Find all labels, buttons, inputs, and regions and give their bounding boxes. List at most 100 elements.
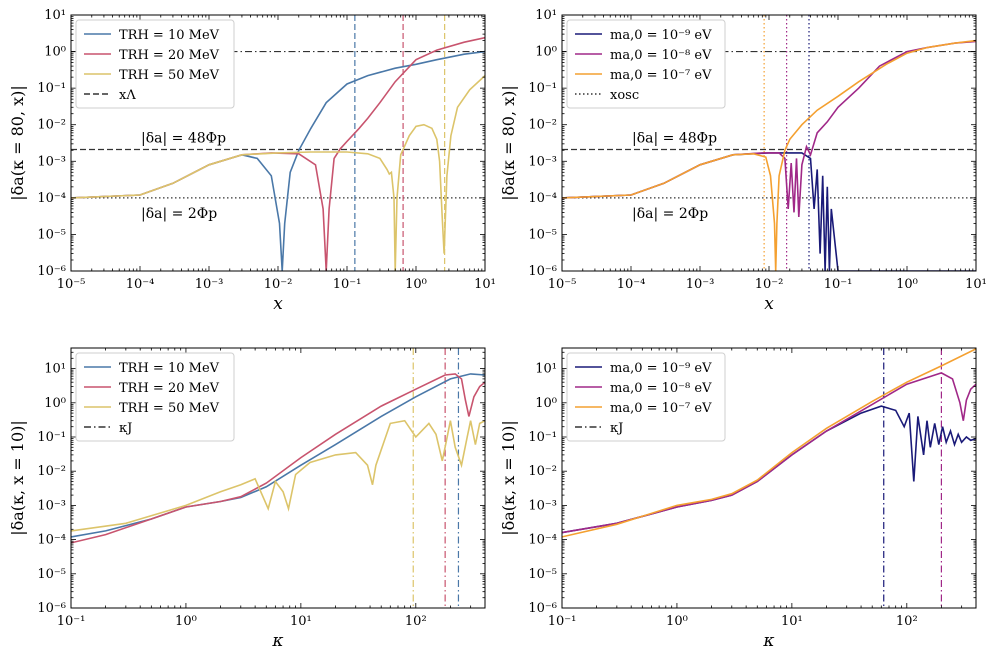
legend-label: xosc bbox=[610, 88, 639, 103]
y-tick-label: 10⁰ bbox=[44, 396, 66, 411]
y-tick-label: 10⁻³ bbox=[37, 154, 66, 169]
x-tick-label: 10⁻³ bbox=[195, 277, 224, 292]
x-tick-label: 10⁻² bbox=[755, 277, 784, 292]
chart-panel-top-left: 10⁻⁵ 10⁻⁴ 10⁻³ 10⁻² 10⁻¹ 10⁰ 10¹10⁻⁶10⁻⁵10⁻⁴10… bbox=[8, 8, 496, 314]
y-tick-label: 10⁻⁴ bbox=[37, 191, 66, 206]
axes-frame bbox=[70, 347, 486, 609]
y-axis-label: |δa(κ = 80, x)| bbox=[8, 85, 27, 201]
series-line-T50 bbox=[71, 75, 485, 271]
x-tick-label: 10⁻³ bbox=[686, 277, 715, 292]
legend-label: ma,0 = 10⁻⁹ eV bbox=[610, 28, 712, 43]
y-tick-label: 10⁻³ bbox=[528, 154, 557, 169]
legend-label: TRH = 10 MeV bbox=[119, 361, 220, 376]
series-line-m8 bbox=[562, 372, 976, 534]
x-tick-label: 10⁻² bbox=[264, 277, 293, 292]
legend: TRH = 10 MeV TRH = 20 MeV TRH = 50 MeV xΛ bbox=[75, 19, 235, 109]
legend-label: κJ bbox=[610, 421, 623, 436]
y-tick-label: 10⁻¹ bbox=[37, 81, 66, 96]
x-tick-label: 10⁻⁴ bbox=[126, 277, 155, 292]
annotation-48phi: |δa| = 48Φp bbox=[632, 131, 717, 147]
chart-panel-top-right: 10⁻⁵ 10⁻⁴ 10⁻³ 10⁻² 10⁻¹ 10⁰ 10¹10⁻⁶10⁻⁵10⁻⁴10… bbox=[499, 8, 987, 314]
series-line-m7 bbox=[562, 348, 976, 538]
legend-label: ma,0 = 10⁻⁹ eV bbox=[610, 361, 712, 376]
y-tick-label: 10⁻² bbox=[37, 118, 66, 133]
y-tick-label: 10⁻³ bbox=[528, 498, 557, 513]
x-axis-label: x bbox=[273, 294, 283, 314]
y-tick-label: 10⁻⁵ bbox=[528, 227, 557, 242]
y-tick-label: 10⁻⁴ bbox=[37, 533, 66, 548]
x-tick-label: 10⁻⁵ bbox=[57, 277, 86, 292]
chart-panel-bottom-left: 10⁻¹ 10⁰ 10¹ 10² 10⁻⁶ 10⁻⁵ 10⁻⁴ 10⁻³ 10⁻² 10⁻¹ 10⁰… bbox=[8, 347, 486, 651]
y-tick-label: 10⁻⁴ bbox=[528, 533, 557, 548]
x-tick-label: 10⁻⁵ bbox=[548, 277, 577, 292]
y-tick-label: 10⁻⁶ bbox=[528, 264, 557, 279]
y-tick-label: 10⁻⁵ bbox=[37, 227, 66, 242]
y-axis-label: |δa(κ, x = 10)| bbox=[8, 420, 27, 536]
annotation-2phi: |δa| = 2Φp bbox=[141, 206, 217, 222]
y-tick-label: 10¹ bbox=[44, 8, 66, 23]
legend-box bbox=[75, 352, 235, 442]
legend: ma,0 = 10⁻⁹ eV ma,0 = 10⁻⁸ eV ma,0 = 10⁻⁷ … bbox=[566, 352, 726, 442]
legend-label: κJ bbox=[119, 421, 132, 436]
legend-label: xΛ bbox=[119, 88, 136, 103]
series-line-T50 bbox=[71, 419, 485, 532]
x-tick-label: 10² bbox=[896, 614, 918, 629]
y-tick-label: 10⁻⁴ bbox=[528, 191, 557, 206]
y-tick-label: 10⁻¹ bbox=[528, 81, 557, 96]
y-axis-label: |δa(κ = 80, x)| bbox=[499, 85, 518, 201]
legend-box bbox=[566, 352, 726, 442]
x-tick-label: 10⁻¹ bbox=[333, 277, 362, 292]
y-tick-label: 10⁻² bbox=[528, 464, 557, 479]
legend-box bbox=[566, 19, 726, 109]
legend-label: TRH = 50 MeV bbox=[119, 68, 220, 83]
legend-label: TRH = 20 MeV bbox=[119, 48, 220, 63]
y-tick-label: 10¹ bbox=[44, 362, 66, 377]
x-tick-label: 10⁻¹ bbox=[824, 277, 853, 292]
legend: ma,0 = 10⁻⁹ eV ma,0 = 10⁻⁸ eV ma,0 = 10⁻⁷ … bbox=[566, 19, 726, 109]
x-tick-label: 10¹ bbox=[965, 277, 987, 292]
y-tick-label: 10⁻³ bbox=[37, 498, 66, 513]
y-tick-label: 10⁻⁶ bbox=[37, 264, 66, 279]
series-line-m7 bbox=[562, 39, 976, 271]
y-axis-label: |δa(κ, x = 10)| bbox=[499, 420, 518, 536]
legend-label: ma,0 = 10⁻⁷ eV bbox=[610, 68, 712, 83]
x-tick-label: 10⁻⁴ bbox=[617, 277, 646, 292]
x-tick-label: 10⁻¹ bbox=[548, 614, 577, 629]
y-tick-label: 10⁻⁶ bbox=[528, 601, 557, 616]
y-tick-label: 10⁰ bbox=[535, 45, 557, 60]
x-tick-label: 10⁰ bbox=[666, 614, 688, 629]
y-tick-label: 10⁰ bbox=[44, 45, 66, 60]
x-tick-label: 10¹ bbox=[290, 614, 312, 629]
x-tick-label: 10² bbox=[405, 614, 427, 629]
x-tick-label: 10⁰ bbox=[896, 277, 918, 292]
legend-label: ma,0 = 10⁻⁸ eV bbox=[610, 48, 712, 63]
annotation-2phi: |δa| = 2Φp bbox=[632, 206, 708, 222]
y-tick-label: 10¹ bbox=[535, 362, 557, 377]
x-tick-label: 10¹ bbox=[474, 277, 496, 292]
axes-frame bbox=[561, 347, 977, 609]
legend: TRH = 10 MeV TRH = 20 MeV TRH = 50 MeV κJ bbox=[75, 352, 235, 442]
x-axis-label: κ bbox=[762, 631, 774, 651]
y-tick-label: 10⁻² bbox=[528, 118, 557, 133]
x-tick-label: 10⁰ bbox=[175, 614, 197, 629]
legend-label: ma,0 = 10⁻⁸ eV bbox=[610, 381, 712, 396]
x-tick-label: 10¹ bbox=[781, 614, 803, 629]
legend-box bbox=[75, 19, 235, 109]
legend-label: TRH = 20 MeV bbox=[119, 381, 220, 396]
y-tick-label: 10⁰ bbox=[535, 396, 557, 411]
x-tick-label: 10⁻¹ bbox=[57, 614, 86, 629]
y-tick-label: 10⁻¹ bbox=[528, 430, 557, 445]
y-tick-label: 10⁻¹ bbox=[37, 430, 66, 445]
x-axis-label: κ bbox=[271, 631, 283, 651]
legend-label: ma,0 = 10⁻⁷ eV bbox=[610, 401, 712, 416]
y-tick-label: 10⁻⁵ bbox=[37, 567, 66, 582]
annotation-48phi: |δa| = 48Φp bbox=[141, 131, 226, 147]
legend-label: TRH = 10 MeV bbox=[119, 28, 220, 43]
x-axis-label: x bbox=[764, 294, 774, 314]
y-tick-label: 10⁻² bbox=[37, 464, 66, 479]
chart-panel-bottom-right: 10⁻¹ 10⁰ 10¹ 10² 10⁻⁶ 10⁻⁵ 10⁻⁴ 10⁻³ 10⁻² 10⁻¹ 10⁰… bbox=[499, 347, 977, 651]
x-tick-label: 10⁰ bbox=[405, 277, 427, 292]
y-tick-label: 10⁻⁵ bbox=[528, 567, 557, 582]
series-line-T20 bbox=[71, 373, 485, 544]
